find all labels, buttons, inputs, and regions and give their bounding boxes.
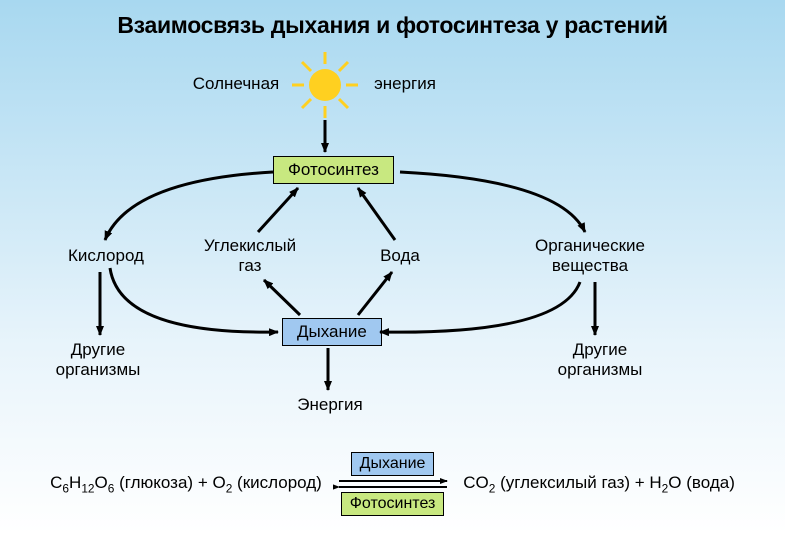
label-other-left: Другие организмы [38, 340, 158, 379]
equation-row: C6H12O6 (глюкоза) + O2 (кислород) Дыхани… [0, 451, 785, 517]
eq-box-bottom: Фотосинтез [341, 492, 445, 516]
label-water: Вода [370, 246, 430, 266]
eq-box-top: Дыхание [351, 452, 435, 476]
label-other-right: Другие организмы [540, 340, 660, 379]
diagram-title: Взаимосвязь дыхания и фотосинтеза у раст… [0, 12, 785, 39]
sun-icon [290, 50, 360, 120]
box-photosynthesis: Фотосинтез [273, 156, 394, 184]
label-sun-left: Солнечная [186, 74, 286, 94]
label-oxygen: Кислород [56, 246, 156, 266]
label-organics: Органические вещества [520, 236, 660, 275]
eq-right: CO2 (углексилый газ) + H2O (вода) [463, 473, 735, 492]
box-respiration: Дыхание [282, 318, 382, 346]
label-co2: Углекислый газ [195, 236, 305, 275]
label-sun-right: энергия [365, 74, 445, 94]
label-energy: Энергия [290, 395, 370, 415]
eq-left: C6H12O6 (глюкоза) + O2 (кислород) [50, 473, 322, 492]
